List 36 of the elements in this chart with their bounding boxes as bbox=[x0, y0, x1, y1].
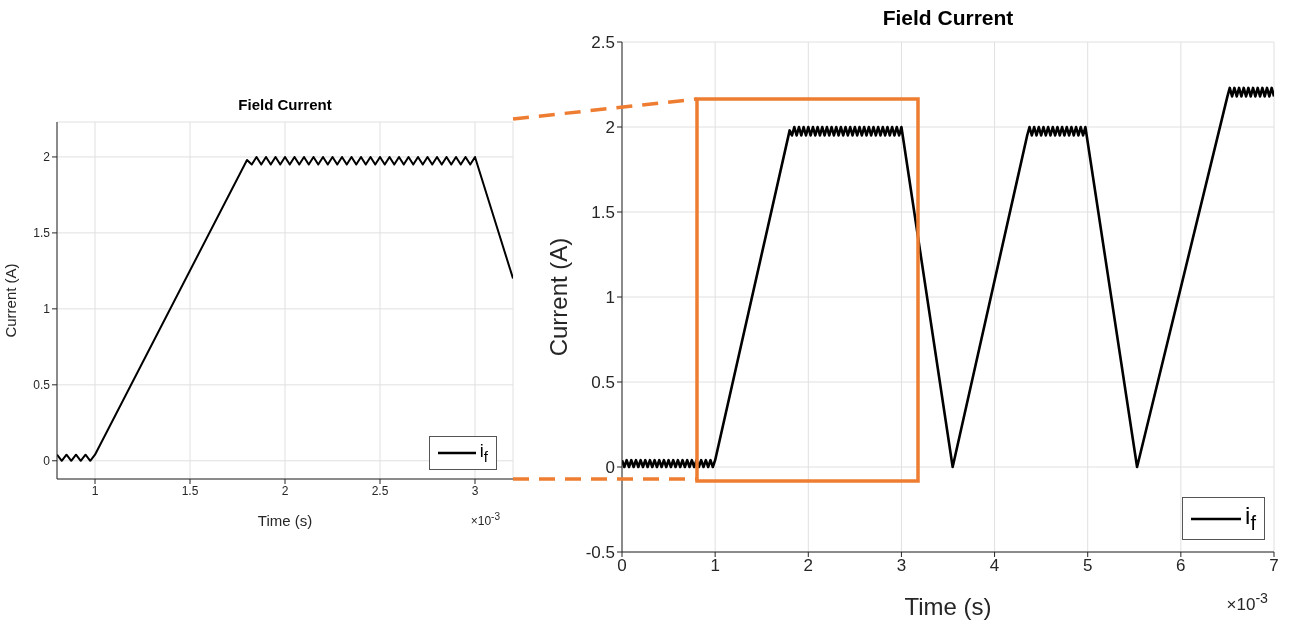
y-tick-label: 2 bbox=[605, 118, 615, 138]
text: ×10$^{-3}$ bbox=[1226, 590, 1268, 615]
x-axis-title: Time (s) bbox=[904, 593, 992, 620]
x-tick-label: 1.5 bbox=[181, 483, 199, 498]
y-tick-label: 1.5 bbox=[33, 226, 51, 241]
x-tick-label: 2 bbox=[281, 483, 289, 498]
y-tick-label: 0.5 bbox=[33, 378, 51, 393]
chart-title: Field Current bbox=[237, 96, 333, 113]
y-tick-label: 0 bbox=[605, 458, 615, 478]
x-tick-label: 4 bbox=[989, 556, 1000, 576]
y-tick-label: 2.5 bbox=[591, 33, 615, 53]
x-tick-label: 1 bbox=[710, 556, 720, 576]
x-axis-title: Time (s) bbox=[257, 512, 313, 529]
y-tick-label: 0 bbox=[43, 454, 51, 469]
chart-title: Field Current bbox=[881, 6, 1015, 30]
x-tick-label: 7 bbox=[1269, 556, 1279, 576]
line-series bbox=[622, 86, 1274, 469]
line-series bbox=[57, 155, 513, 462]
x-tick-label: 2 bbox=[803, 556, 814, 576]
y-tick-label: -0.5 bbox=[585, 543, 615, 563]
x-tick-label: 3 bbox=[896, 556, 907, 576]
y-tick-label: 1.5 bbox=[591, 203, 615, 223]
y-axis-title: Current (A) bbox=[544, 237, 572, 357]
x-tick-label: 6 bbox=[1176, 556, 1186, 576]
x-tick-label: 3 bbox=[471, 483, 479, 498]
y-tick-label: 0.5 bbox=[591, 373, 615, 393]
y-tick-label: 2 bbox=[43, 150, 51, 165]
x-tick-label: 2.5 bbox=[371, 483, 389, 498]
y-axis-title: Current (A) bbox=[2, 263, 20, 338]
x-tick-label: 5 bbox=[1082, 556, 1093, 576]
y-tick-label: 1 bbox=[605, 288, 615, 308]
y-tick-label: 1 bbox=[43, 302, 51, 317]
legend-label: i$_{f}$ bbox=[479, 441, 488, 465]
x-tick-label: 1 bbox=[91, 483, 99, 498]
text: ×10$^{-3}$ bbox=[470, 511, 500, 528]
legend-label: i$_{f}$ bbox=[1245, 502, 1256, 535]
